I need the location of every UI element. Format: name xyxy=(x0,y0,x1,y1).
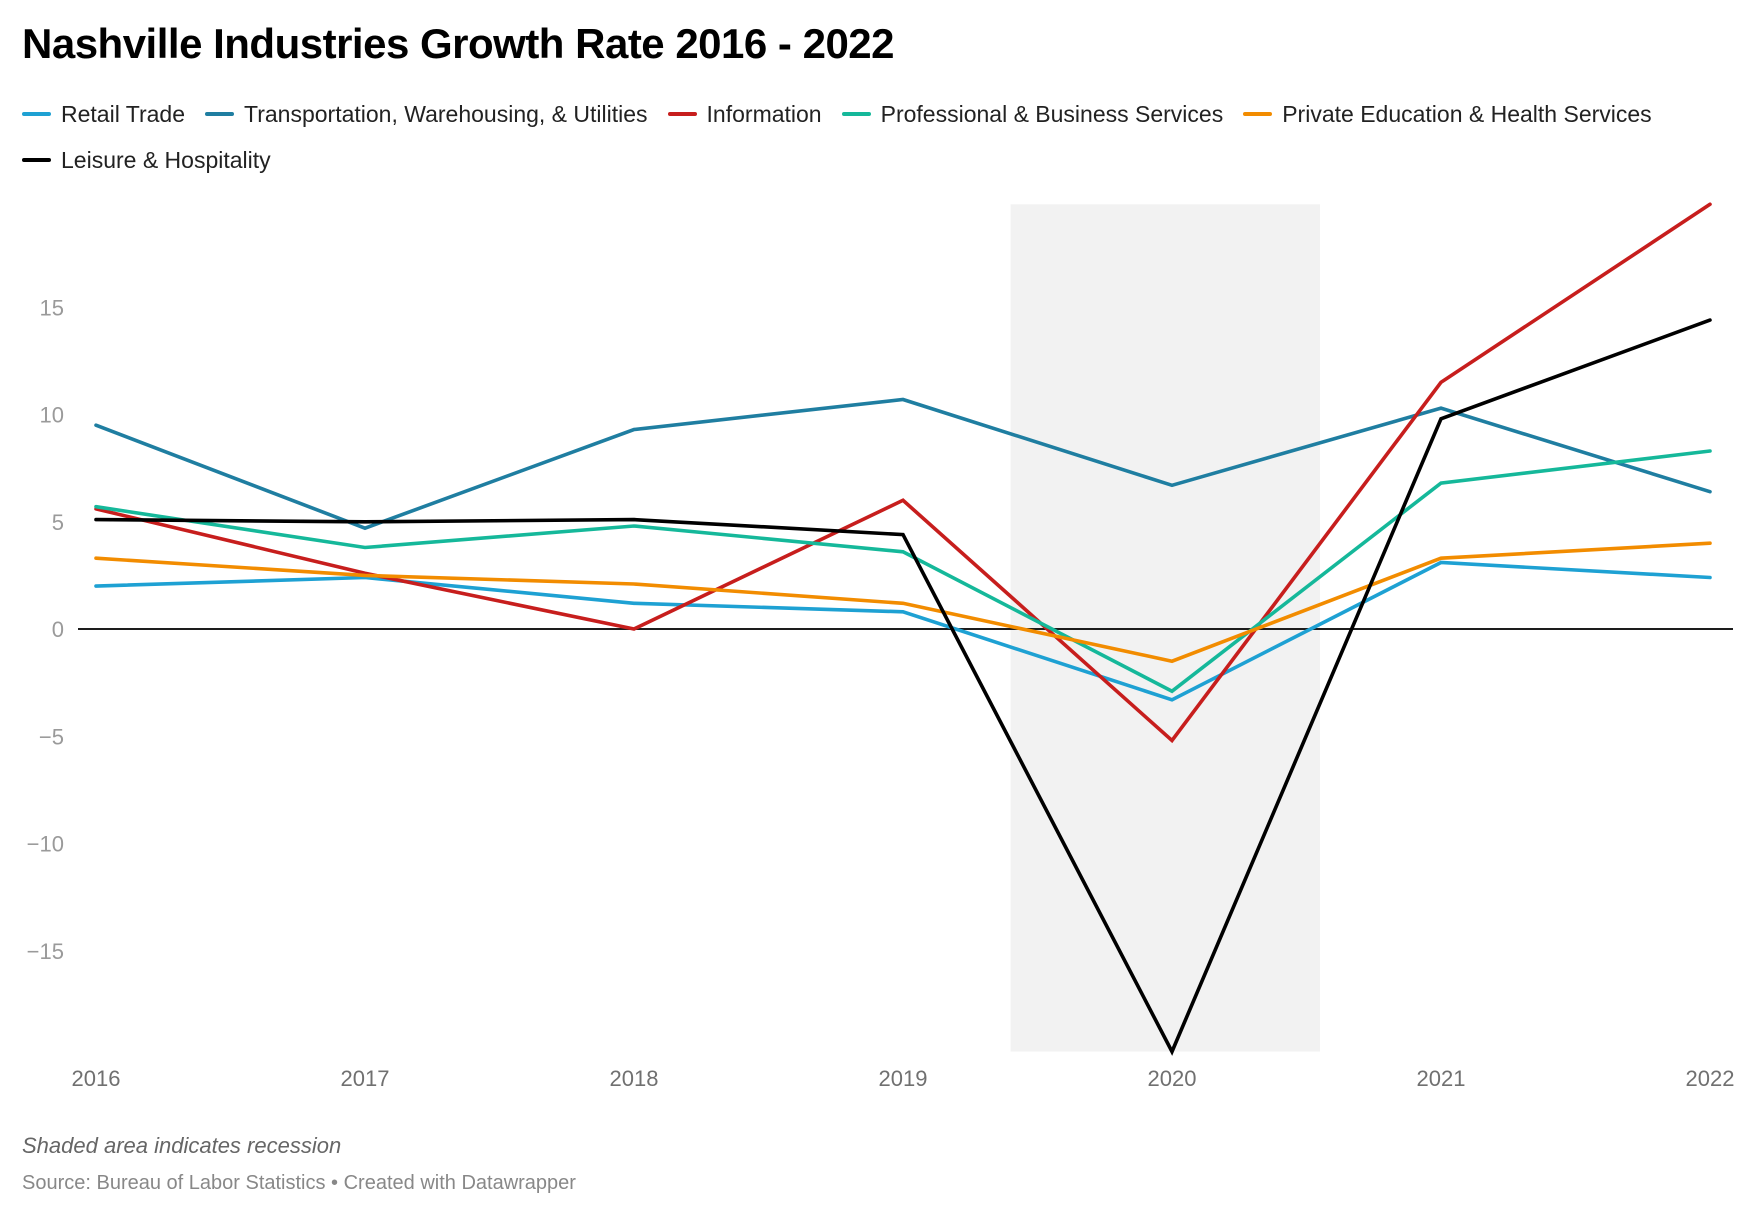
legend-swatch xyxy=(205,112,235,116)
recession-shading-layer xyxy=(1010,204,1320,1052)
legend-swatch xyxy=(841,112,871,116)
chart-source: Source: Bureau of Labor Statistics • Cre… xyxy=(22,1172,576,1194)
y-tick-label: −5 xyxy=(39,724,64,749)
series-layer xyxy=(94,202,1712,1056)
chart-note: Shaded area indicates recession xyxy=(22,1133,342,1158)
legend-item: Private Education & Health Services xyxy=(1243,98,1652,130)
x-tick-label: 2022 xyxy=(1686,1066,1735,1091)
y-tick-label: 15 xyxy=(40,295,64,320)
series-line-information xyxy=(94,202,1712,744)
legend-item: Leisure & Hospitality xyxy=(22,144,271,176)
series-line-private-education-health-services xyxy=(94,541,1712,664)
x-tick-label: 2021 xyxy=(1417,1066,1466,1091)
x-tick-label: 2019 xyxy=(879,1066,928,1091)
x-tick-label: 2017 xyxy=(341,1066,390,1091)
y-tick-label: −10 xyxy=(27,832,64,857)
legend-label: Professional & Business Services xyxy=(880,100,1224,127)
legend-label: Leisure & Hospitality xyxy=(61,146,271,173)
legend-swatch xyxy=(667,112,697,116)
series-line-professional-business-services xyxy=(94,449,1712,694)
legend-item: Information xyxy=(667,98,822,130)
chart-title: Nashville Industries Growth Rate 2016 - … xyxy=(22,20,895,67)
recession-shading xyxy=(1010,204,1320,1052)
x-tick-label: 2016 xyxy=(72,1066,121,1091)
legend-label: Private Education & Health Services xyxy=(1282,100,1652,127)
series-line-transportation-warehousing-utilities xyxy=(94,397,1712,531)
y-tick-label: 5 xyxy=(52,510,64,535)
legend-swatch xyxy=(22,158,51,162)
legend-swatch xyxy=(22,112,51,116)
legend-swatch xyxy=(1243,112,1273,116)
legend-item: Professional & Business Services xyxy=(841,98,1224,130)
legend-label: Transportation, Warehousing, & Utilities xyxy=(244,100,648,127)
legend-label: Information xyxy=(706,100,822,127)
y-tick-label: −15 xyxy=(27,939,64,964)
y-tick-label: 10 xyxy=(40,403,64,428)
y-tick-label: 0 xyxy=(52,617,64,642)
legend-label: Retail Trade xyxy=(61,100,186,127)
x-tick-label: 2018 xyxy=(610,1066,659,1091)
series-line-retail-trade xyxy=(94,560,1712,702)
x-axis: 2016 2017 2018 2019 2020 2021 2022 xyxy=(72,1066,1735,1091)
x-tick-label: 2020 xyxy=(1148,1066,1197,1091)
series-line-leisure-hospitality xyxy=(94,318,1712,1056)
legend-item: Transportation, Warehousing, & Utilities xyxy=(205,98,648,130)
legend-item: Retail Trade xyxy=(22,98,185,130)
legend: Retail Trade Transportation, Warehousing… xyxy=(22,98,1742,176)
y-axis: 15 10 5 0 −5 −10 −15 xyxy=(27,295,64,964)
